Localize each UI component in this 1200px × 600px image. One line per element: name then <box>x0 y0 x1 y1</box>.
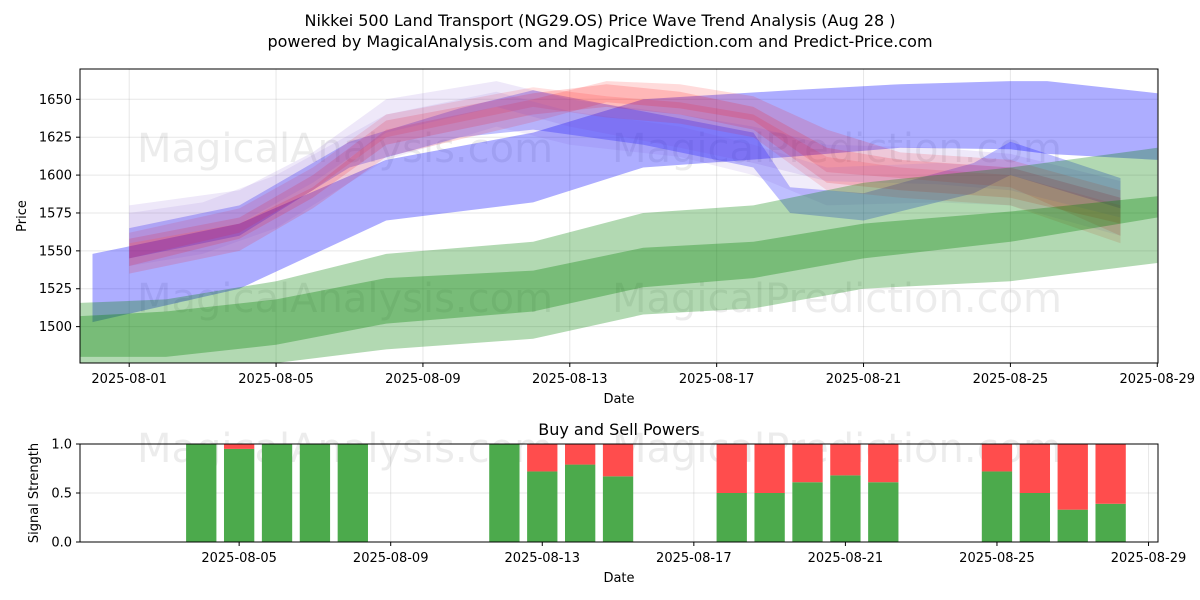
wave-band-purple-wave-2 <box>129 91 1121 266</box>
y-tick-label: 1550 <box>39 244 72 259</box>
main-y-axis: 1500 1525 1550 1575 1600 1625 1650 <box>39 93 80 335</box>
y-tick-label: 1600 <box>39 169 72 184</box>
buy-sell-power-chart: Buy and Sell Powers MagicalAnalysis.com … <box>27 420 1186 586</box>
wave-band-red-wave-1 <box>129 84 1121 266</box>
x-tick-label: 2025-08-13 <box>504 551 580 566</box>
buy-bar <box>754 493 785 542</box>
wave-band-blue-wave-long <box>92 81 1158 323</box>
watermark-text: MagicalAnalysis.com <box>137 276 553 322</box>
power-y-axis-label: Signal Strength <box>27 443 42 543</box>
y-tick-label: 1500 <box>39 320 72 335</box>
main-grid <box>80 69 1158 363</box>
buy-bar <box>868 482 899 542</box>
buy-bar <box>1057 509 1088 542</box>
buy-bar <box>716 493 747 542</box>
x-tick-label: 2025-08-13 <box>532 372 608 387</box>
buy-bar <box>223 448 255 542</box>
sell-bar <box>716 444 747 493</box>
x-tick-label: 2025-08-25 <box>973 372 1049 387</box>
wave-bands <box>80 81 1158 363</box>
wave-band-red-wave-2 <box>129 81 1121 274</box>
x-tick-label: 2025-08-25 <box>959 551 1035 566</box>
sell-bar <box>565 444 596 465</box>
x-tick-label: 2025-08-29 <box>1119 372 1195 387</box>
sell-bar <box>527 444 558 472</box>
buy-bar <box>1095 503 1126 542</box>
watermark-text: MagicalPrediction.com <box>612 126 1062 172</box>
buy-bar <box>337 444 368 542</box>
buy-bar <box>1019 493 1051 542</box>
main-plot-frame <box>79 68 1159 364</box>
watermark-text: MagicalAnalysis.com <box>137 126 553 172</box>
sell-bar <box>981 444 1013 472</box>
sell-bar <box>868 444 899 483</box>
y-tick-label: 1575 <box>39 206 72 221</box>
main-y-axis-label: Price <box>15 200 30 232</box>
power-x-axis-label: Date <box>603 571 634 586</box>
main-chart-subtitle: powered by MagicalAnalysis.com and Magic… <box>267 32 932 51</box>
sell-bar <box>602 444 634 477</box>
price-wave-chart: MagicalAnalysis.com MagicalPrediction.co… <box>15 68 1195 407</box>
buy-bar <box>489 444 520 542</box>
sell-bar <box>223 444 255 449</box>
x-tick-label: 2025-08-17 <box>679 372 755 387</box>
y-tick-label: 1650 <box>39 93 72 108</box>
buy-bar <box>981 471 1013 542</box>
x-tick-label: 2025-08-05 <box>201 551 277 566</box>
y-tick-label: 1.0 <box>51 438 72 453</box>
buy-bar <box>527 471 558 542</box>
watermark-text: MagicalPrediction.com <box>612 276 1062 322</box>
wave-band-blue-wave-mid <box>129 90 1121 259</box>
sell-bar <box>1057 444 1088 510</box>
y-tick-label: 1625 <box>39 131 72 146</box>
x-tick-label: 2025-08-09 <box>385 372 461 387</box>
x-tick-label: 2025-08-01 <box>91 372 167 387</box>
y-tick-label: 0.5 <box>51 487 72 502</box>
sell-bar <box>754 444 785 493</box>
main-watermarks: MagicalAnalysis.com MagicalPrediction.co… <box>137 126 1062 322</box>
x-tick-label: 2025-08-09 <box>353 551 429 566</box>
x-tick-label: 2025-08-17 <box>656 551 732 566</box>
buy-bar <box>565 464 596 542</box>
main-x-axis: 2025-08-01 2025-08-05 2025-08-09 2025-08-13… <box>91 363 1195 387</box>
x-tick-label: 2025-08-05 <box>238 372 314 387</box>
main-chart-title: Nikkei 500 Land Transport (NG29.OS) Pric… <box>304 11 895 30</box>
sell-bar <box>1095 444 1126 504</box>
wave-band-green-wave-wide <box>80 147 1158 363</box>
y-tick-label: 1525 <box>39 282 72 297</box>
sell-bar <box>830 444 861 476</box>
x-tick-label: 2025-08-29 <box>1111 551 1187 566</box>
buy-bar <box>186 444 217 542</box>
sell-bar <box>1019 444 1051 493</box>
buy-bar <box>792 482 823 542</box>
x-tick-label: 2025-08-21 <box>826 372 902 387</box>
buy-bar <box>830 475 861 542</box>
y-tick-label: 0.0 <box>51 536 72 551</box>
buy-bar <box>602 476 634 542</box>
x-tick-label: 2025-08-21 <box>808 551 884 566</box>
power-y-axis: 0.0 0.5 1.0 <box>51 438 80 551</box>
buy-bar <box>299 444 331 542</box>
main-x-axis-label: Date <box>603 392 634 407</box>
wave-band-purple-wave-1 <box>129 81 1121 244</box>
power-chart-title: Buy and Sell Powers <box>538 420 700 439</box>
power-bars <box>186 444 1126 542</box>
sell-bar <box>792 444 823 483</box>
wave-band-green-wave-core <box>80 196 1158 357</box>
buy-bar <box>261 444 293 542</box>
power-x-axis: 2025-08-05 2025-08-09 2025-08-13 2025-08-17… <box>201 542 1186 566</box>
wave-band-red-wave-3 <box>129 87 1121 259</box>
